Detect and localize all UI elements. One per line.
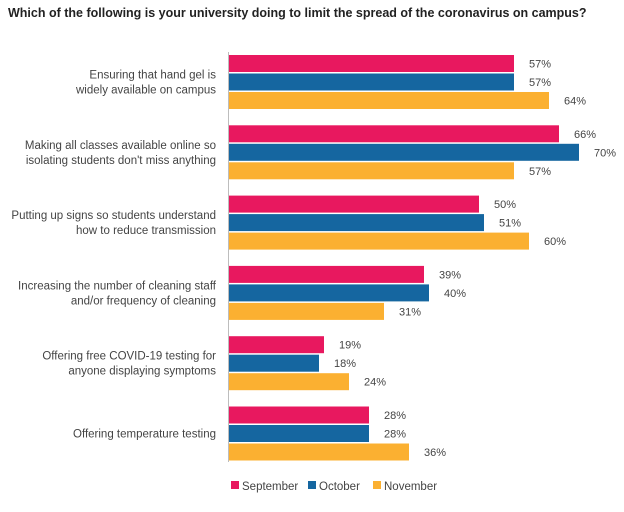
bar-november — [229, 373, 349, 391]
data-label: 70% — [594, 147, 616, 159]
category-label: Increasing the number of cleaning staff — [18, 280, 217, 292]
data-label: 60% — [544, 236, 566, 248]
bar-september — [229, 336, 324, 354]
data-label: 51% — [499, 218, 521, 230]
category-label: Making all classes available online so — [25, 140, 216, 152]
data-label: 40% — [444, 288, 466, 300]
legend-label: November — [384, 481, 437, 493]
bar-september — [229, 265, 424, 283]
bar-september — [229, 125, 559, 143]
bar-september — [229, 55, 514, 72]
bar-october — [229, 73, 514, 91]
category-label: how to reduce transmission — [76, 225, 216, 237]
category-label: and/or frequency of cleaning — [71, 295, 216, 307]
bar-september — [229, 195, 479, 213]
data-label: 36% — [424, 447, 446, 459]
category-label: anyone displaying symptoms — [68, 366, 216, 378]
category-label: widely available on campus — [75, 85, 216, 97]
chart-title: Which of the following is your universit… — [8, 6, 587, 20]
data-label: 18% — [334, 358, 356, 370]
bar-october — [229, 214, 484, 232]
bar-november — [229, 302, 384, 320]
data-label: 64% — [564, 96, 586, 108]
legend-swatch — [373, 481, 381, 489]
category-label: Ensuring that hand gel is — [89, 70, 216, 82]
data-label: 31% — [399, 306, 421, 318]
legend-swatch — [308, 481, 316, 489]
data-label: 39% — [439, 269, 461, 281]
legend-swatch — [231, 481, 239, 489]
bar-october — [229, 143, 579, 161]
bar-october — [229, 284, 429, 302]
bar-november — [229, 162, 514, 180]
data-label: 57% — [529, 166, 551, 178]
bar-november — [229, 443, 409, 461]
category-label: isolating students don't miss anything — [26, 155, 216, 167]
data-label: 24% — [364, 377, 386, 389]
category-label: Putting up signs so students understand — [11, 210, 216, 222]
data-label: 28% — [384, 410, 406, 422]
bar-october — [229, 354, 319, 372]
data-label: 66% — [574, 129, 596, 141]
bar-october — [229, 425, 369, 442]
data-label: 57% — [529, 59, 551, 71]
legend-label: September — [242, 481, 298, 493]
bar-november — [229, 232, 529, 250]
data-label: 57% — [529, 77, 551, 89]
legend-label: October — [319, 481, 360, 493]
bar-november — [229, 92, 549, 109]
bar-september — [229, 406, 369, 424]
category-label: Offering temperature testing — [73, 429, 216, 441]
data-label: 28% — [384, 429, 406, 441]
category-label: Offering free COVID-19 testing for — [42, 351, 216, 363]
data-label: 50% — [494, 199, 516, 211]
data-label: 19% — [339, 340, 361, 352]
